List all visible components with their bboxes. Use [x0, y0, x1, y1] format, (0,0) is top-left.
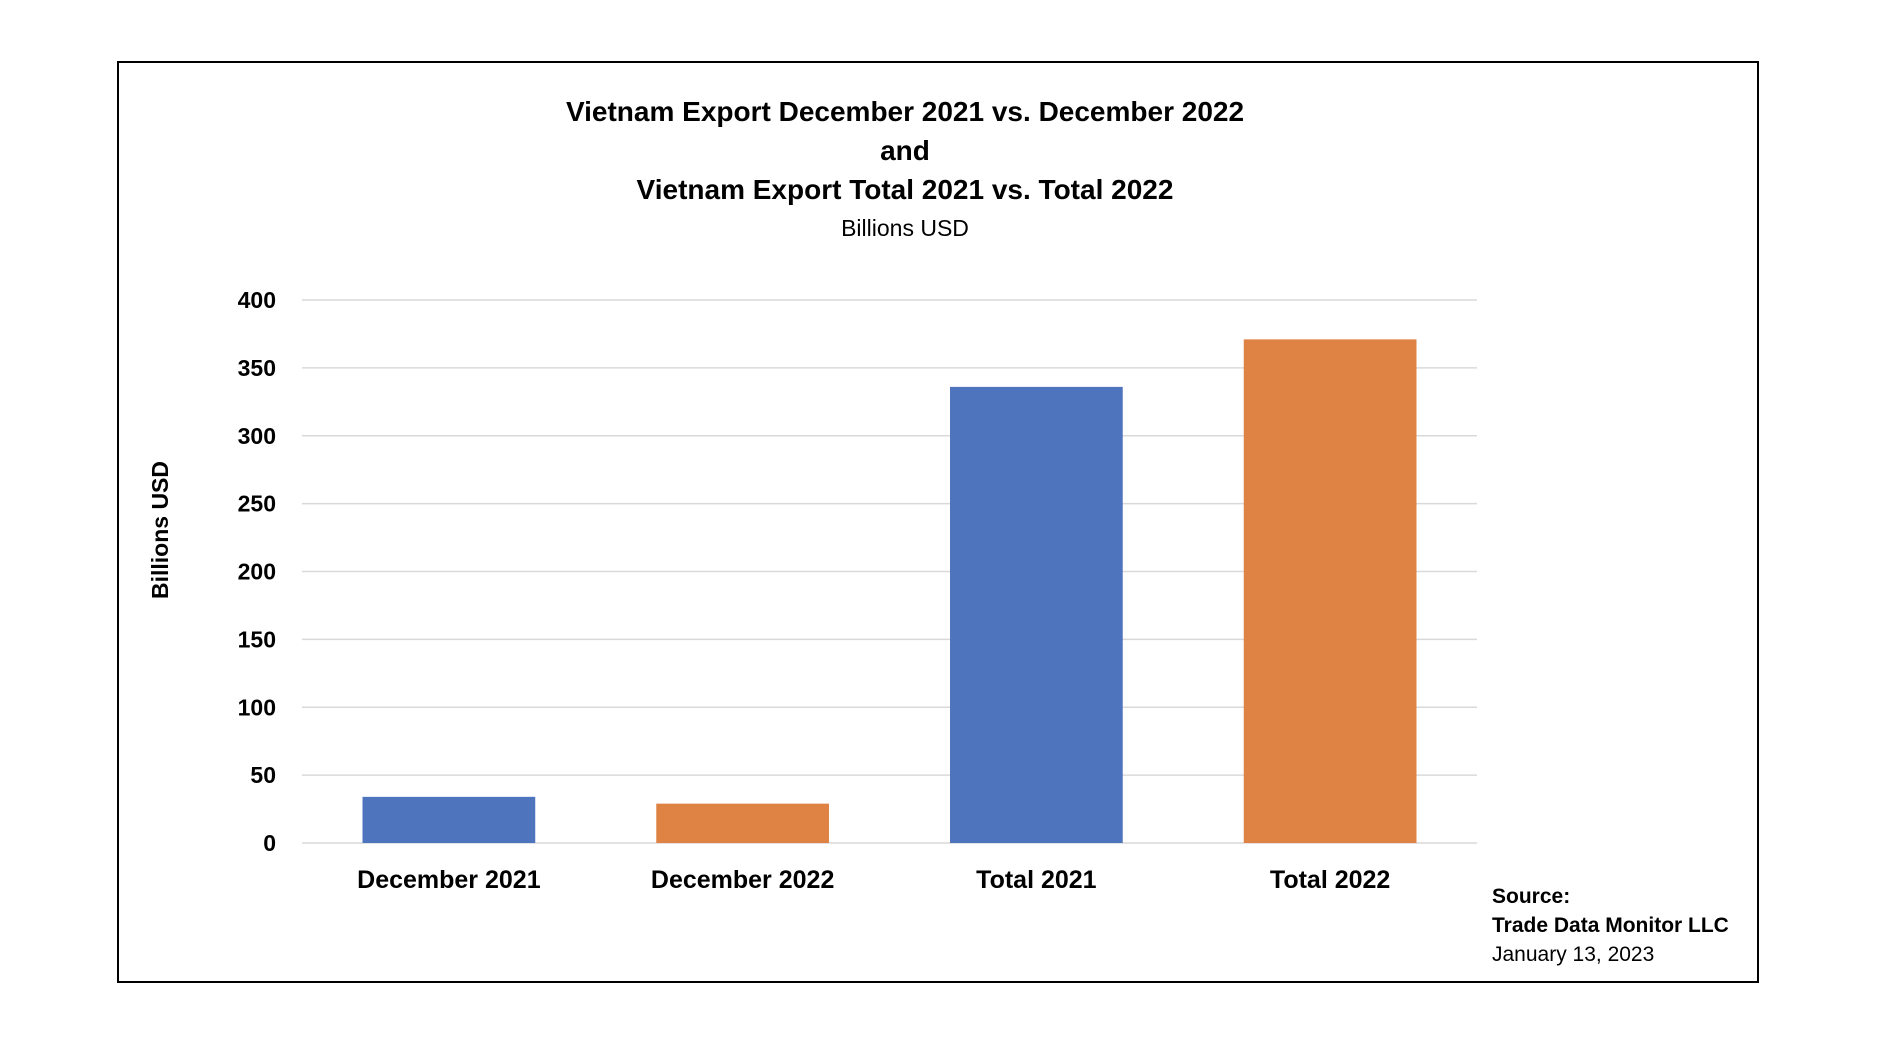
y-tick-label: 350 [238, 355, 276, 381]
y-tick-label: 0 [263, 830, 276, 856]
chart-title-line-2: and [880, 135, 930, 166]
bar-december-2022 [656, 803, 829, 843]
source-name: Trade Data Monitor LLC [1492, 914, 1729, 937]
y-tick-label: 100 [238, 694, 276, 720]
chart-title-line-3: Vietnam Export Total 2021 vs. Total 2022 [637, 174, 1174, 205]
bar-total-2021 [950, 386, 1123, 843]
y-tick-label: 50 [250, 762, 276, 788]
y-tick-label: 400 [238, 287, 276, 313]
bar-total-2022 [1243, 339, 1417, 843]
chart-title-line-1: Vietnam Export December 2021 vs. Decembe… [566, 96, 1244, 127]
y-tick-label: 250 [238, 491, 276, 517]
source-note: Source: Trade Data Monitor LLC January 1… [1492, 885, 1729, 966]
source-date: January 13, 2023 [1492, 943, 1654, 966]
y-axis-label: Billions USD [147, 461, 173, 599]
y-tick-label: 150 [238, 626, 276, 652]
x-tick-label: Total 2021 [976, 866, 1097, 894]
chart-title: Vietnam Export December 2021 vs. Decembe… [566, 96, 1244, 205]
x-axis-ticks: December 2021 December 2022 Total 2021 Tota… [357, 866, 1390, 894]
y-axis-ticks: 0 50 100 150 200 250 300 350 400 [238, 287, 276, 856]
bar-december-2021 [362, 796, 536, 843]
source-label: Source: [1492, 885, 1570, 908]
x-tick-label: December 2021 [357, 866, 541, 894]
x-tick-label: December 2022 [651, 866, 834, 894]
x-tick-label: Total 2022 [1270, 866, 1390, 894]
y-tick-label: 300 [238, 423, 276, 449]
bars [362, 339, 1417, 843]
chart-subtitle: Billions USD [841, 215, 969, 241]
y-tick-label: 200 [238, 559, 276, 585]
